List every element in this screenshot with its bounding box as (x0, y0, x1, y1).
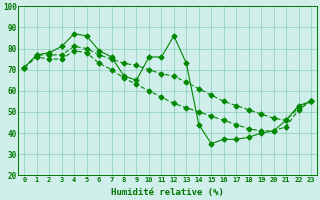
X-axis label: Humidité relative (%): Humidité relative (%) (111, 188, 224, 197)
